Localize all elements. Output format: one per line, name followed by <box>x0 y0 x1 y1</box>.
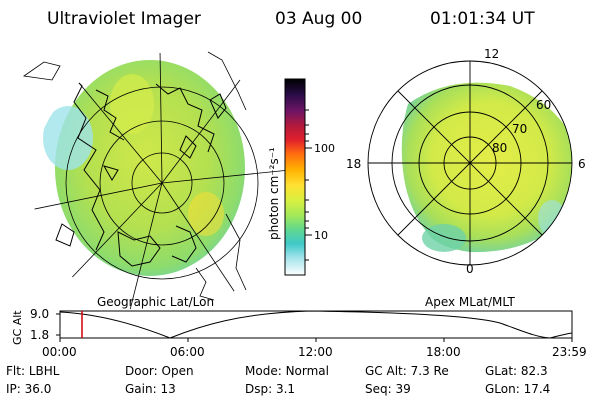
mlat-label-70: 70 <box>512 122 527 136</box>
mlt-label-6: 6 <box>578 157 586 171</box>
timeline-frame <box>59 310 573 339</box>
info-glat: GLat: 82.3 <box>485 364 548 378</box>
geo-panel-label: Geographic Lat/Lon <box>97 295 215 309</box>
time-label: 01:01:34 UT <box>430 9 535 29</box>
timeline-ytick-low: 1.8 <box>30 328 49 342</box>
instrument-title: Ultraviolet Imager <box>47 9 201 29</box>
timeline-xtick-2359: 23:59 <box>552 345 587 359</box>
info-mode: Mode: Normal <box>245 364 329 378</box>
timeline-xtick-0000: 00:00 <box>42 345 77 359</box>
mlt-label-18: 18 <box>346 157 361 171</box>
colorbar-tick-10: 10 <box>314 229 328 242</box>
aurora-image-apex <box>401 82 572 253</box>
info-gc-alt: GC Alt: 7.3 Re <box>365 364 449 378</box>
timeline-xtick-0600: 06:00 <box>170 345 205 359</box>
mlat-label-80: 80 <box>492 141 507 155</box>
timeline-xtick-1800: 18:00 <box>426 345 461 359</box>
info-seq: Seq: 39 <box>365 382 411 396</box>
info-dsp: Dsp: 3.1 <box>245 382 296 396</box>
info-ip: IP: 36.0 <box>6 382 52 396</box>
colorbar-tick-100: 100 <box>314 142 335 155</box>
timeline-ylabel: GC Alt <box>11 310 24 345</box>
info-flt: Flt: LBHL <box>6 364 60 378</box>
mlt-label-12: 12 <box>484 47 499 61</box>
colorbar-gradient <box>284 78 306 276</box>
altitude-curve <box>59 310 573 339</box>
info-gain: Gain: 13 <box>125 382 176 396</box>
mlt-label-0: 0 <box>466 262 474 276</box>
mlat-label-60: 60 <box>536 98 551 112</box>
colorbar-unit-label: photon cm⁻²s⁻¹ <box>267 147 281 240</box>
apex-panel-label: Apex MLat/MLT <box>425 295 515 309</box>
info-door: Door: Open <box>125 364 194 378</box>
timeline-xtick-1200: 12:00 <box>298 345 333 359</box>
timeline-ytick-high: 9.0 <box>30 307 49 321</box>
date-label: 03 Aug 00 <box>275 9 363 29</box>
info-glon: GLon: 17.4 <box>485 382 551 396</box>
